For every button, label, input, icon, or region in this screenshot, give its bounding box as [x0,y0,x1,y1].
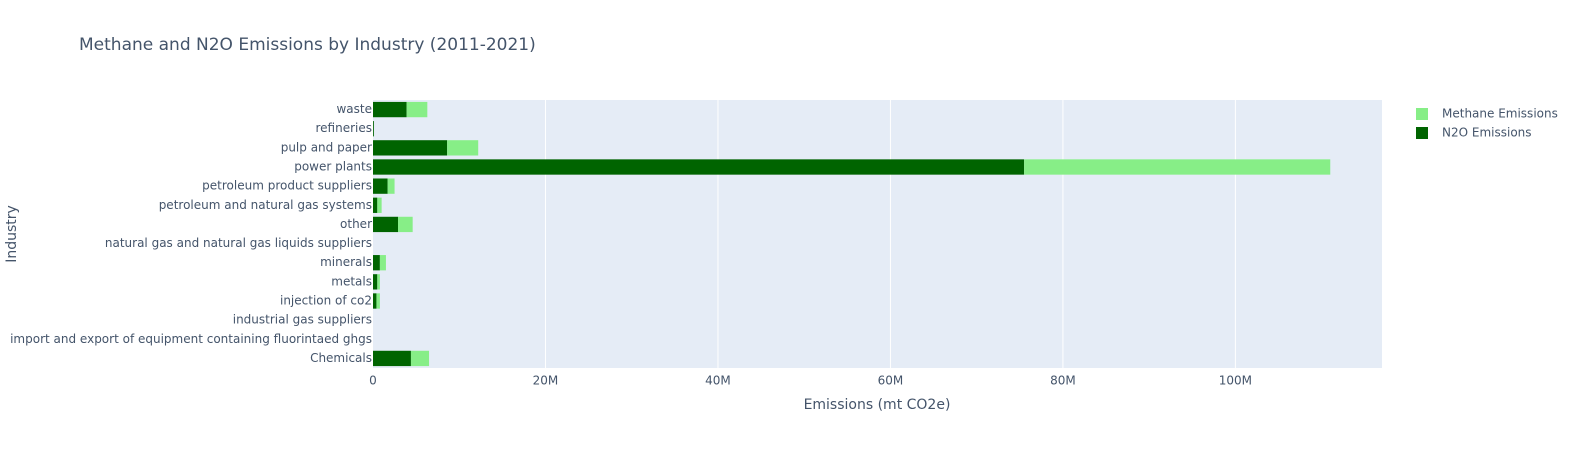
bar-methane-emissions-metals[interactable] [377,274,380,290]
y-tick-label: industrial gas suppliers [233,313,372,327]
bar-methane-emissions-injection-of-co2[interactable] [376,293,380,309]
y-tick-label: minerals [320,255,372,269]
legend[interactable]: Methane Emissions N2O Emissions [1416,107,1558,140]
y-tick-label: refineries [315,121,372,135]
y-tick-label: import and export of equipment containin… [10,332,372,346]
y-tick-label: waste [336,102,372,116]
y-tick-label: petroleum and natural gas systems [159,198,372,212]
x-tick-label: 60M [878,374,904,388]
legend-label-n2o-emissions[interactable]: N2O Emissions [1442,126,1532,140]
bar-n2o-emissions-injection-of-co2[interactable] [373,293,377,309]
bar-methane-emissions-pulp-and-paper[interactable] [447,140,479,156]
y-tick-label: Chemicals [310,351,372,365]
bar-n2o-emissions-pulp-and-paper[interactable] [373,140,448,156]
y-tick-label: petroleum product suppliers [202,179,372,193]
y-tick-label: metals [331,274,372,288]
y-tick-label: injection of co2 [280,294,372,308]
y-tick-label: other [340,217,372,231]
y-tick-label: power plants [294,160,372,174]
x-tick-label: 100M [1219,374,1252,388]
bar-methane-emissions-petroleum-and-natural-gas-systems[interactable] [377,197,382,213]
bar-n2o-emissions-petroleum-and-natural-gas-systems[interactable] [373,197,378,213]
bar-n2o-emissions-waste[interactable] [373,101,407,118]
y-axis-ticks: Chemicals import and export of equipment … [10,102,372,365]
bar-methane-emissions-waste[interactable] [406,101,428,118]
bar-n2o-emissions-other[interactable] [373,216,399,233]
y-tick-label: pulp and paper [281,140,372,154]
legend-label-methane-emissions[interactable]: Methane Emissions [1442,107,1558,121]
bar-n2o-emissions-minerals[interactable] [373,255,380,271]
bar-n2o-emissions-metals[interactable] [373,274,378,290]
bar-methane-emissions-power-plants[interactable] [1024,159,1331,175]
x-axis-title: Emissions (mt CO2e) [804,397,951,413]
bar-n2o-emissions-refineries[interactable] [373,121,374,137]
x-axis-ticks: 0 20M 40M 60M 80M 100M [369,374,1252,388]
x-tick-label: 80M [1050,374,1076,388]
bars[interactable] [373,101,1331,367]
y-tick-label: natural gas and natural gas liquids supp… [105,236,372,250]
bar-methane-emissions-minerals[interactable] [379,255,386,271]
bar-methane-emissions-chemicals[interactable] [410,350,430,367]
y-axis-title: Industry [4,205,20,263]
x-tick-label: 20M [533,374,559,388]
gridlines [544,100,1236,368]
chart-title: Methane and N2O Emissions by Industry (2… [79,35,536,55]
bar-methane-emissions-other[interactable] [398,216,413,233]
legend-swatch-methane-emissions[interactable] [1416,108,1428,120]
plot-area [373,100,1382,368]
bar-n2o-emissions-chemicals[interactable] [373,350,411,367]
bar-n2o-emissions-petroleum-product-suppliers[interactable] [373,178,388,194]
legend-swatch-n2o-emissions[interactable] [1416,127,1428,139]
bar-n2o-emissions-power-plants[interactable] [373,159,1025,175]
bar-methane-emissions-petroleum-product-suppliers[interactable] [387,178,395,194]
x-tick-label: 40M [705,374,731,388]
x-tick-label: 0 [369,374,377,388]
